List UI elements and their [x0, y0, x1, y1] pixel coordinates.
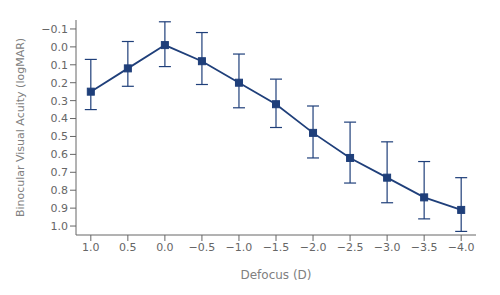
svg-text:−3.0: −3.0 — [374, 241, 401, 254]
svg-text:0.9: 0.9 — [51, 202, 69, 215]
svg-text:−4.0: −4.0 — [448, 241, 475, 254]
svg-text:−0.5: −0.5 — [189, 241, 216, 254]
svg-text:−0.1: −0.1 — [41, 23, 68, 36]
svg-text:1.0: 1.0 — [82, 241, 100, 254]
svg-text:0.3: 0.3 — [51, 95, 69, 108]
svg-text:1.0: 1.0 — [51, 220, 69, 233]
svg-text:0.7: 0.7 — [51, 166, 69, 179]
svg-text:Defocus (D): Defocus (D) — [240, 268, 311, 282]
svg-text:0.4: 0.4 — [51, 112, 69, 125]
svg-text:−1.5: −1.5 — [263, 241, 290, 254]
svg-text:−3.5: −3.5 — [411, 241, 438, 254]
svg-text:−2.0: −2.0 — [300, 241, 327, 254]
svg-text:0.1: 0.1 — [51, 59, 69, 72]
svg-text:0.8: 0.8 — [51, 184, 69, 197]
svg-text:Binocular Visual Acuity (logMA: Binocular Visual Acuity (logMAR) — [14, 38, 27, 217]
svg-text:0.0: 0.0 — [156, 241, 174, 254]
svg-text:0.5: 0.5 — [119, 241, 137, 254]
svg-text:−2.5: −2.5 — [337, 241, 364, 254]
svg-text:0.2: 0.2 — [51, 77, 69, 90]
svg-text:0.0: 0.0 — [51, 41, 69, 54]
svg-text:0.5: 0.5 — [51, 130, 69, 143]
svg-text:0.6: 0.6 — [51, 148, 69, 161]
svg-text:−1.0: −1.0 — [226, 241, 253, 254]
